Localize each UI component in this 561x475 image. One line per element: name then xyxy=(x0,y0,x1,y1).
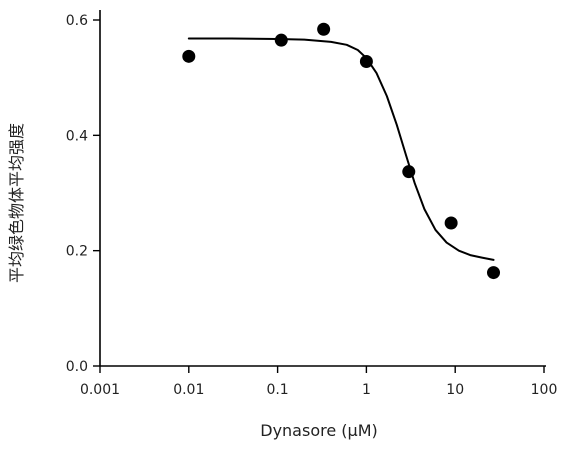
y-axis-label: 平均绿色物体平均强度 xyxy=(7,123,26,283)
data-point xyxy=(402,165,416,179)
axes xyxy=(99,10,546,367)
y-tick-label: 0.6 xyxy=(66,13,88,29)
tick-labels: 0.0 0.2 0.4 0.6 0.001 0.01 0.1 1 10 100 xyxy=(66,13,558,398)
data-points xyxy=(182,22,501,280)
x-tick-label: 10 xyxy=(446,382,464,398)
x-tick-label: 0.001 xyxy=(80,382,120,398)
x-axis-label: Dynasore (μM) xyxy=(260,421,377,440)
y-tick-label: 0.0 xyxy=(66,359,88,375)
x-tick-label: 1 xyxy=(362,382,371,398)
fit-curve-layer xyxy=(187,37,495,261)
fit-curve xyxy=(187,37,495,261)
data-point xyxy=(487,266,501,280)
data-point xyxy=(444,216,458,230)
data-point xyxy=(317,22,331,36)
y-tick-label: 0.4 xyxy=(66,128,88,144)
x-tick-label: 100 xyxy=(531,382,558,398)
x-tick-label: 0.01 xyxy=(173,382,204,398)
x-tick-label: 0.1 xyxy=(266,382,288,398)
data-point xyxy=(182,49,196,63)
data-point xyxy=(359,55,373,69)
y-tick-label: 0.2 xyxy=(66,244,88,260)
data-point xyxy=(274,33,288,47)
tick-marks xyxy=(93,19,545,373)
